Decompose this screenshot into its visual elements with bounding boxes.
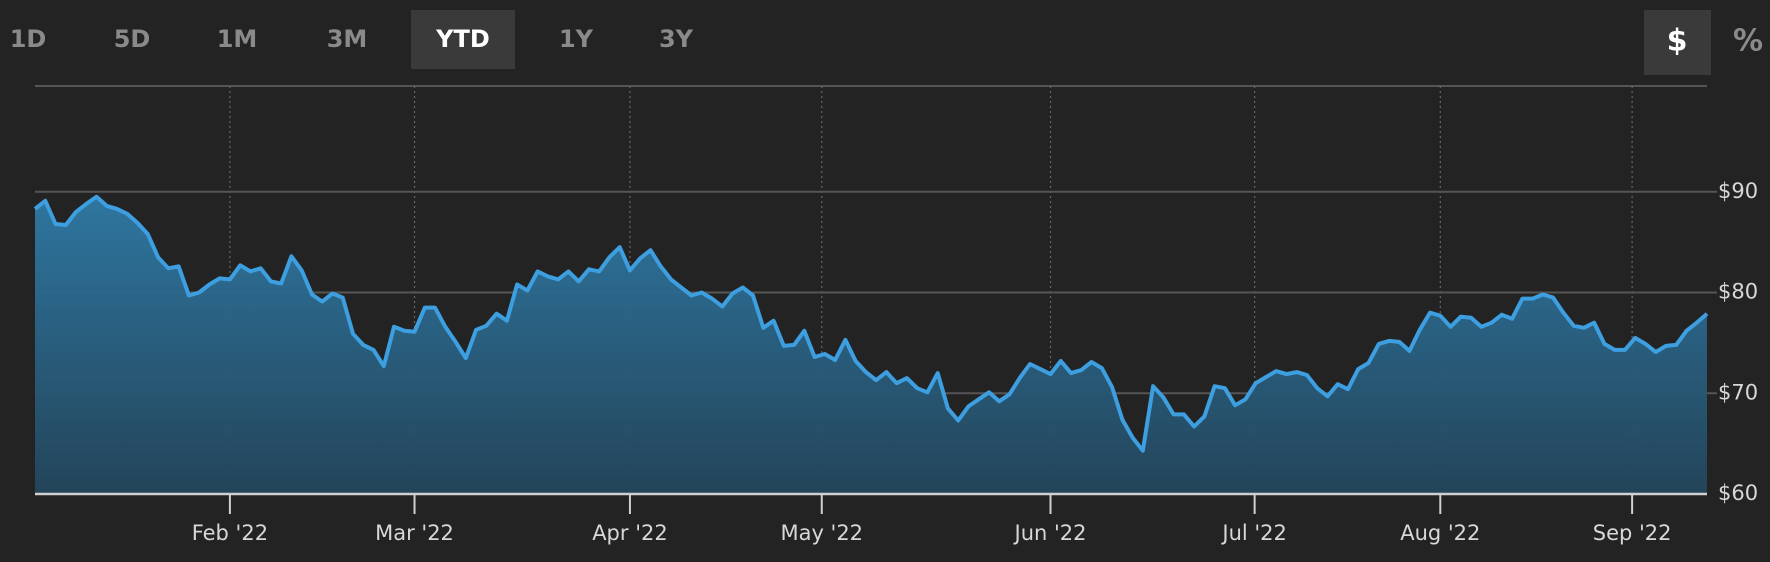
range-tab[interactable]: 5D (114, 25, 151, 53)
unit-tab-bg (1644, 10, 1711, 75)
range-tab-bg (411, 10, 515, 69)
area-fill (35, 196, 1707, 495)
x-tick-label: Sep '22 (1593, 521, 1672, 545)
x-tick-label: May '22 (780, 521, 863, 545)
y-tick-label: $70 (1718, 380, 1758, 404)
x-tick-label: Jun '22 (1013, 521, 1087, 545)
unit-tab[interactable]: % (1733, 24, 1763, 59)
y-tick-label: $60 (1718, 481, 1758, 505)
range-tab[interactable]: 3M (327, 25, 368, 53)
x-tick-label: Aug '22 (1400, 521, 1480, 545)
range-tab[interactable]: 1M (217, 25, 258, 53)
y-tick-label: $80 (1718, 280, 1758, 304)
y-tick-label: $90 (1718, 179, 1758, 203)
x-tick-label: Jul '22 (1220, 521, 1287, 545)
unit-tab[interactable]: $ (1667, 24, 1688, 59)
range-tab[interactable]: 1Y (559, 25, 594, 53)
x-tick-label: Apr '22 (592, 521, 668, 545)
range-tab[interactable]: YTD (435, 25, 490, 53)
x-tick-label: Feb '22 (192, 521, 268, 545)
range-tab[interactable]: 3Y (659, 25, 694, 53)
price-line (33, 194, 1709, 453)
x-tick-label: Mar '22 (375, 521, 454, 545)
range-tab[interactable]: 1D (10, 25, 47, 53)
